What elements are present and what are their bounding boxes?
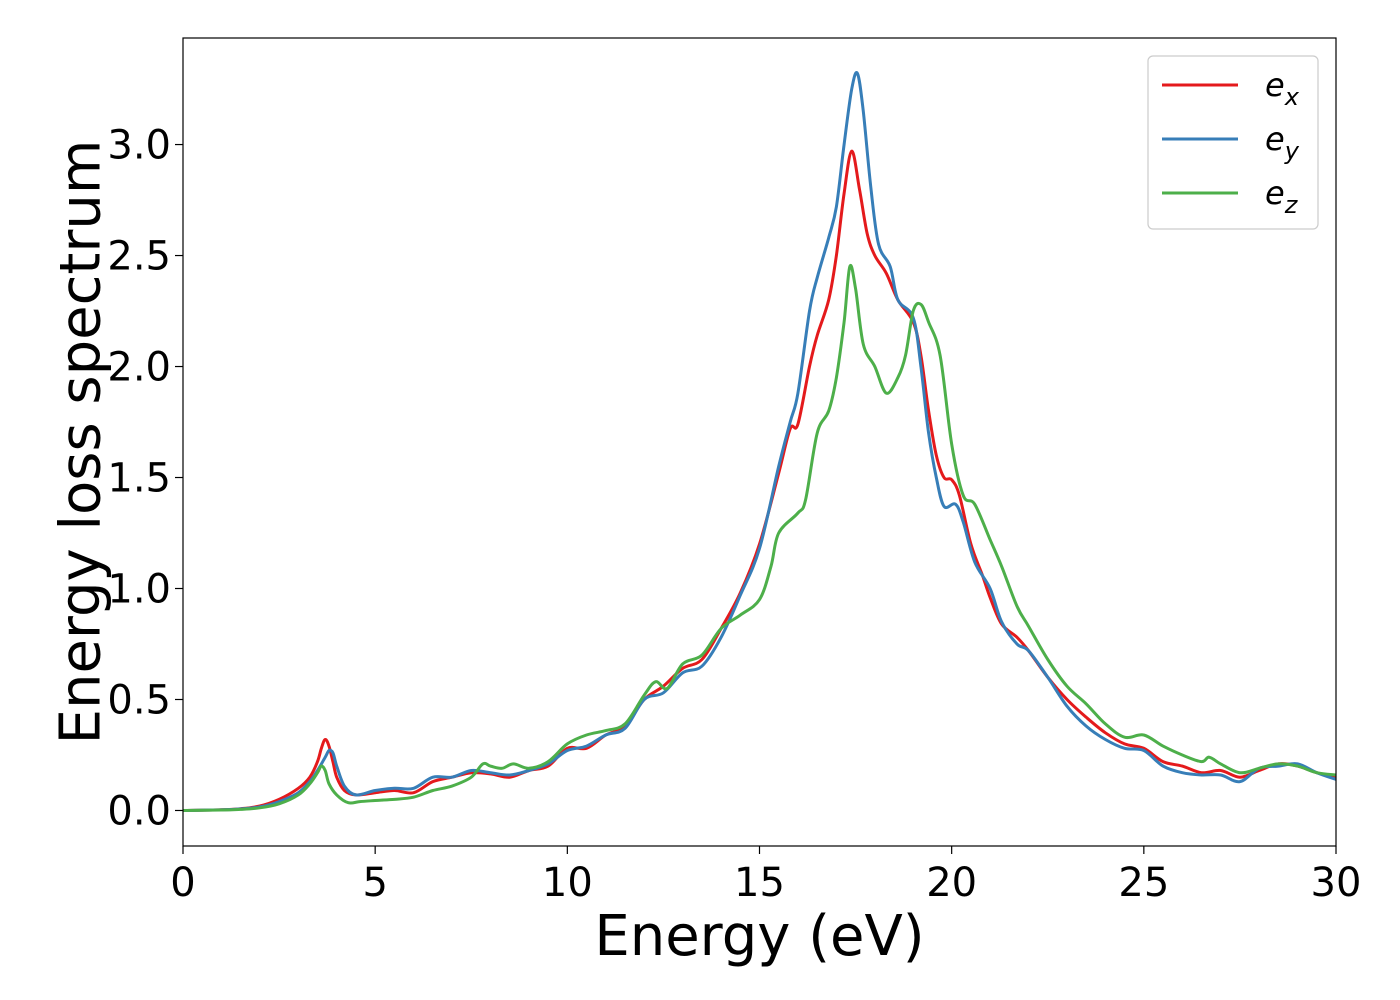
y-tick-label: 1.5 (107, 456, 171, 502)
y-tick-label: 1.0 (107, 567, 171, 613)
x-tick-label: 15 (734, 860, 785, 906)
x-axis: 0 5 10 15 20 25 30 (170, 846, 1361, 906)
legend-label-y: ey (1265, 120, 1300, 165)
legend-label-z: ez (1265, 174, 1299, 219)
y-tick-label: 2.0 (107, 345, 171, 391)
y-tick-label: 0.0 (107, 788, 171, 834)
x-tick-label: 5 (362, 860, 387, 906)
series-line-x (182, 149, 1337, 812)
legend-box (1147, 55, 1319, 230)
y-tick-label: 0.5 (107, 677, 171, 723)
series-line-y (182, 71, 1337, 812)
series-line-z (182, 263, 1337, 812)
y-axis-title: Energy loss spectrum (49, 140, 114, 745)
y-axis: 0.0 0.5 1.0 1.5 2.0 2.5 3.0 (107, 123, 183, 834)
y-tick-label: 2.5 (107, 234, 171, 280)
x-tick-label: 30 (1311, 860, 1362, 906)
y-tick-label: 3.0 (107, 123, 171, 169)
x-tick-label: 10 (542, 860, 593, 906)
x-tick-label: 20 (926, 860, 977, 906)
legend: ex ey ez (1147, 55, 1319, 230)
x-tick-label: 25 (1118, 860, 1169, 906)
x-axis-title: Energy (eV) (594, 904, 924, 969)
series-layer (182, 71, 1337, 812)
x-tick-label: 0 (170, 860, 195, 906)
legend-label-x: ex (1265, 66, 1300, 111)
